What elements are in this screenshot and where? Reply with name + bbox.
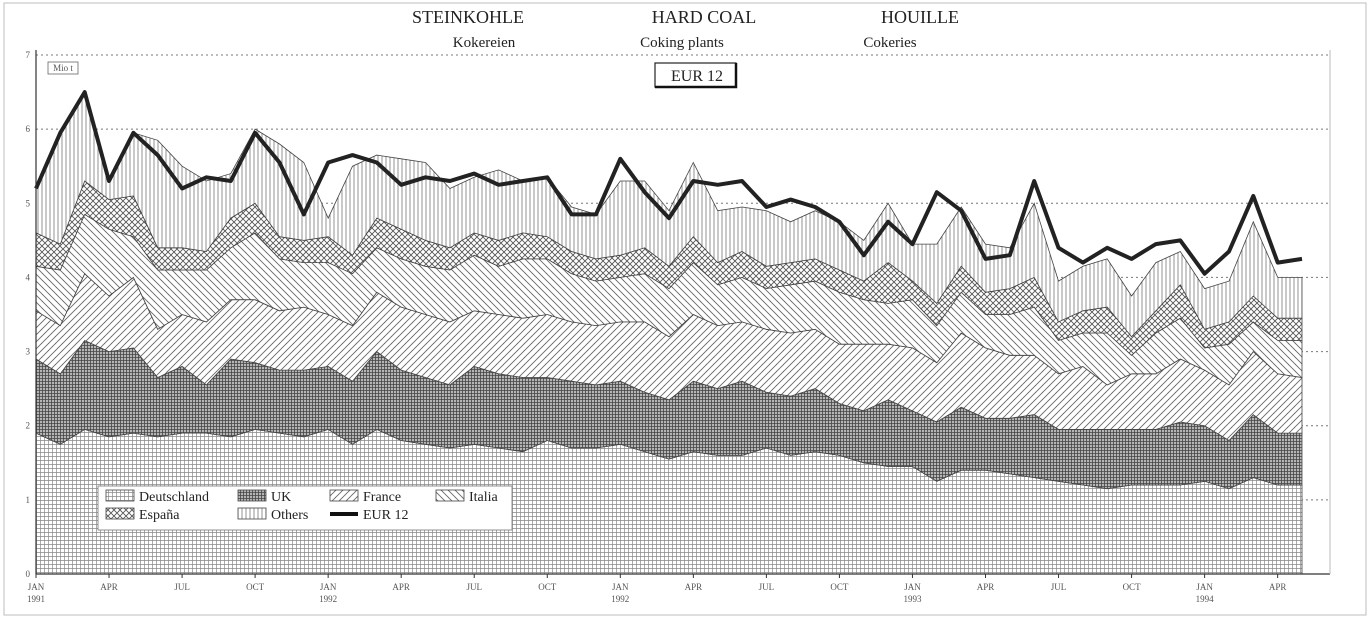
legend-label-uk: UK bbox=[271, 490, 291, 505]
legend-swatch-italia bbox=[435, 489, 465, 502]
x-tick-label: JUL bbox=[174, 582, 190, 592]
subtitle-fr: Cokeries bbox=[863, 35, 916, 51]
x-tick-year: 1992 bbox=[611, 594, 629, 604]
svg-text:Mio t: Mio t bbox=[53, 63, 73, 73]
x-tick-label: OCT bbox=[830, 582, 849, 592]
axes: 0 1 2 3 4 5 6 7 JAN 1991 APR JUL OCT JAN 1992 APR JUL OCT… bbox=[26, 50, 1331, 604]
legend-label-france: France bbox=[363, 490, 401, 505]
y-tick-label: 1 bbox=[26, 495, 31, 505]
x-tick-year: 1994 bbox=[1196, 594, 1215, 604]
title-en: HARD COAL bbox=[652, 7, 757, 27]
x-tick-label: OCT bbox=[246, 582, 265, 592]
x-tick-label: APR bbox=[685, 582, 703, 592]
legend-swatch-others bbox=[237, 507, 267, 520]
page-frame bbox=[3, 2, 1367, 616]
y-tick-label: 0 bbox=[26, 569, 31, 579]
x-tick-year: 1991 bbox=[27, 594, 45, 604]
x-tick-label: OCT bbox=[1123, 582, 1142, 592]
legend-label-others: Others bbox=[271, 508, 308, 523]
y-tick-label: 6 bbox=[26, 124, 31, 134]
legend-label-espana: España bbox=[139, 508, 180, 523]
y-tick-label: 4 bbox=[26, 272, 31, 282]
x-tick-label: APR bbox=[977, 582, 995, 592]
y-tick-label: 2 bbox=[26, 421, 31, 431]
x-tick-label: JAN bbox=[904, 582, 921, 592]
subtitle-de: Kokereien bbox=[453, 35, 516, 51]
x-tick-label: JUL bbox=[1051, 582, 1067, 592]
x-tick-label: OCT bbox=[538, 582, 557, 592]
region-label: EUR 12 bbox=[671, 68, 723, 85]
x-tick-label: APR bbox=[1269, 582, 1287, 592]
legend-swatch-uk bbox=[237, 489, 267, 502]
legend-swatch-eur12 bbox=[330, 512, 358, 516]
x-tick-label: APR bbox=[100, 582, 118, 592]
unit-label: Mio t bbox=[47, 61, 79, 75]
x-tick-year: 1992 bbox=[319, 594, 337, 604]
total-line-layer bbox=[34, 90, 1303, 276]
legend: Deutschland UK France Italia España Others EUR… bbox=[97, 485, 513, 531]
area-layers bbox=[35, 91, 1303, 575]
legend-swatch-espana bbox=[105, 507, 135, 520]
area-others bbox=[35, 91, 1303, 338]
y-tick-label: 5 bbox=[26, 198, 31, 208]
legend-swatch-france bbox=[329, 489, 359, 502]
legend-label-italia: Italia bbox=[469, 490, 499, 505]
title-de: STEINKOHLE bbox=[412, 7, 524, 27]
y-tick-label: 7 bbox=[26, 50, 31, 60]
line-eur12 bbox=[34, 90, 1303, 276]
legend-label-eur12: EUR 12 bbox=[363, 508, 409, 523]
y-tick-label: 3 bbox=[26, 347, 31, 357]
region-label-box: EUR 12 bbox=[654, 62, 738, 89]
x-tick-label: JAN bbox=[1196, 582, 1213, 592]
x-tick-label: JUL bbox=[466, 582, 482, 592]
x-tick-label: JAN bbox=[612, 582, 629, 592]
subtitle-en: Coking plants bbox=[640, 35, 724, 51]
x-tick-label: APR bbox=[392, 582, 410, 592]
title-fr: HOUILLE bbox=[881, 7, 959, 27]
legend-label-deutschland: Deutschland bbox=[139, 490, 209, 505]
x-tick-label: JAN bbox=[320, 582, 337, 592]
x-tick-year: 1993 bbox=[903, 594, 922, 604]
legend-swatch-deutschland bbox=[105, 489, 135, 502]
x-tick-label: JAN bbox=[28, 582, 45, 592]
x-tick-label: JUL bbox=[759, 582, 775, 592]
